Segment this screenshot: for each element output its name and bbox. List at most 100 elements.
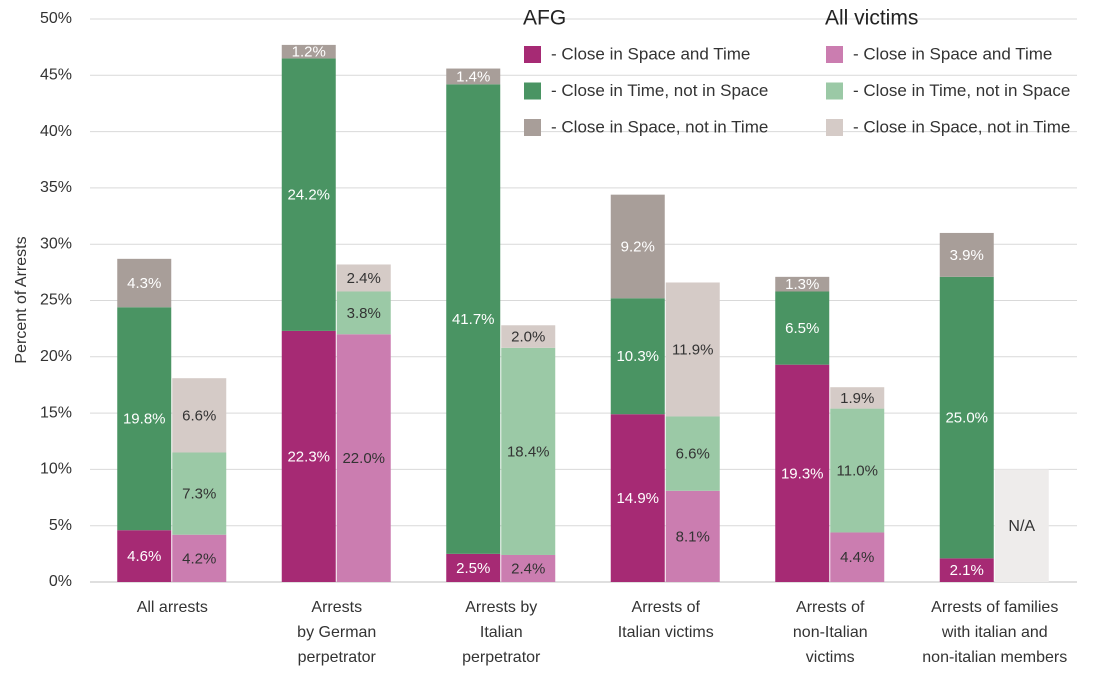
value-label: 2.4% (347, 270, 381, 287)
legend-label: - Close in Time, not in Space (853, 81, 1070, 100)
value-label: 1.2% (292, 44, 326, 61)
bar-segment (501, 347, 556, 555)
x-tick-label: Arrests of Italian victims (618, 599, 714, 641)
legend-label: - Close in Space, not in Time (853, 117, 1070, 136)
legend-label: - Close in Space, not in Time (551, 117, 768, 136)
value-label: 19.8% (123, 411, 166, 428)
value-label: 19.3% (781, 465, 824, 482)
y-tick-label: 10% (40, 461, 72, 478)
bar-segment (117, 258, 172, 308)
value-label: 4.6% (127, 548, 161, 565)
value-label: 9.2% (621, 238, 655, 255)
bar-segment (336, 334, 391, 582)
y-tick-label: 0% (49, 573, 72, 590)
bar-segment (336, 264, 391, 292)
y-tick-label: 30% (40, 235, 72, 252)
bar-segment (610, 414, 665, 582)
value-label: 4.2% (182, 550, 216, 567)
legend-title: AFG (523, 7, 566, 30)
y-tick-label: 20% (40, 348, 72, 365)
bar-segment (665, 416, 720, 491)
x-tick-label: Arrests of families with italian and non-i… (922, 599, 1067, 666)
legend-label: - Close in Time, not in Space (551, 81, 768, 100)
missing-box (994, 469, 1049, 582)
x-tick-label: All arrests (137, 599, 208, 616)
value-label: 22.0% (342, 450, 385, 467)
bar-segment (775, 276, 830, 292)
legend-swatch (826, 119, 843, 136)
bar-segment (939, 276, 994, 559)
value-label: 3.9% (950, 247, 984, 264)
bar-segment (172, 378, 227, 453)
bar-segment (939, 558, 994, 582)
bar-segment (336, 291, 391, 335)
value-label: 4.3% (127, 275, 161, 292)
bar-segment (117, 307, 172, 531)
bar-segment (775, 364, 830, 582)
value-label: 18.4% (507, 443, 550, 460)
value-label: 7.3% (182, 486, 216, 503)
y-tick-label: 35% (40, 179, 72, 196)
bar-segment (501, 325, 556, 348)
bar-segment (501, 554, 556, 582)
legend-swatch (826, 82, 843, 100)
value-label: 14.9% (616, 490, 659, 507)
legend-swatch (524, 119, 541, 136)
bar-segment (446, 68, 501, 85)
bar-segment (281, 58, 336, 331)
value-label: 2.4% (511, 560, 545, 577)
y-tick-label: 40% (40, 123, 72, 140)
bar-segment (830, 408, 885, 533)
bar-segment (665, 282, 720, 417)
value-label: 24.2% (287, 187, 330, 204)
bar-segment (281, 330, 336, 582)
value-label: 1.9% (840, 390, 874, 407)
bar-segment (830, 532, 885, 582)
value-label: 6.5% (785, 320, 819, 337)
bar-segment (446, 553, 501, 582)
y-tick-label: 45% (40, 67, 72, 84)
legend-swatch (524, 46, 541, 63)
bar-segment (172, 452, 227, 535)
value-label: 41.7% (452, 311, 495, 328)
bar-segment (610, 194, 665, 299)
value-label: 11.9% (672, 341, 713, 358)
y-axis-label: Percent of Arrests (13, 236, 30, 363)
value-label: 25.0% (945, 410, 988, 427)
value-label: 6.6% (182, 407, 216, 424)
value-label: 10.3% (616, 348, 659, 365)
legend-label: - Close in Space and Time (551, 44, 750, 63)
value-label: 6.6% (676, 446, 710, 463)
value-label: 1.4% (456, 68, 490, 85)
bar-segment (117, 530, 172, 582)
bar-segment (830, 387, 885, 409)
bar-segment (665, 490, 720, 582)
legend-title: All victims (825, 7, 918, 30)
missing-label: N/A (1008, 518, 1035, 535)
y-tick-label: 25% (40, 292, 72, 309)
bar-segment (610, 298, 665, 415)
value-label: 8.1% (676, 528, 710, 545)
value-label: 22.3% (287, 448, 330, 465)
bar-segment (775, 291, 830, 365)
legend-swatch (524, 82, 541, 100)
y-tick-label: 5% (49, 517, 72, 534)
value-label: 3.8% (347, 305, 381, 322)
bar-segment (939, 232, 994, 277)
value-label: 2.1% (950, 562, 984, 579)
y-tick-label: 50% (40, 10, 72, 27)
y-tick-label: 15% (40, 404, 72, 421)
x-tick-label: Arrests of non-Italian victims (793, 599, 868, 666)
value-label: 4.4% (840, 549, 874, 566)
value-label: 2.0% (511, 329, 545, 346)
value-label: 2.5% (456, 560, 490, 577)
value-label: 1.3% (785, 276, 819, 293)
value-label: 11.0% (837, 462, 878, 479)
x-tick-label: Arrests by Italian perpetrator (462, 599, 541, 666)
x-tick-label: Arrests by German perpetrator (297, 599, 376, 666)
bar-segment (281, 44, 336, 59)
bar-segment (446, 84, 501, 554)
legend-label: - Close in Space and Time (853, 44, 1052, 63)
bar-segment (172, 534, 227, 582)
